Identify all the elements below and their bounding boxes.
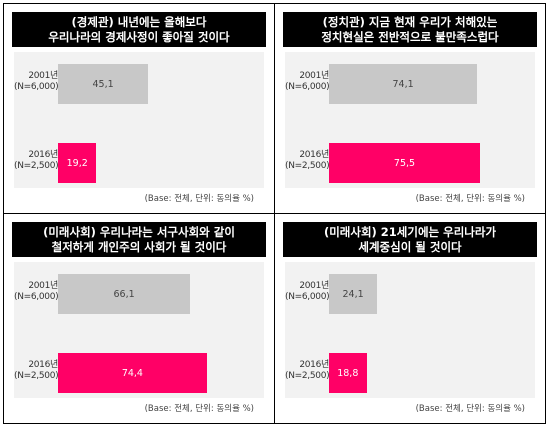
- category-sample: (N=2,500): [14, 161, 59, 171]
- chart-title-line-2: 철저하게 개인주의 사회가 될 것이다: [51, 239, 227, 254]
- category-label-2001: 2001년 (N=6,000): [14, 281, 59, 303]
- category-year: 2016년: [28, 150, 58, 160]
- plot-area: 2001년 (N=6,000) 24,1 2016년 (N=2,500) 18,…: [285, 262, 535, 398]
- base-note: (Base: 전체, 단위: 동의율 %): [144, 194, 254, 204]
- category-sample: (N=6,000): [285, 292, 330, 302]
- bar-2001: 45,1: [58, 64, 149, 104]
- bar-2016: 74,4: [58, 353, 207, 393]
- bar-2001: 66,1: [58, 274, 191, 314]
- chart-title-line-2: 정치현실은 전반적으로 불만족스럽다: [321, 29, 499, 44]
- category-sample: (N=2,500): [285, 371, 330, 381]
- category-label-2001: 2001년 (N=6,000): [285, 281, 330, 303]
- chart-panel-individualism: (미래사회) 우리나라는 서구사회와 같이 철저하게 개인주의 사회가 될 것이…: [4, 214, 274, 423]
- category-year: 2001년: [28, 281, 58, 291]
- chart-panel-world-center: (미래사회) 21세기에는 우리나라가 세계중심이 될 것이다 2001년 (N…: [275, 214, 545, 423]
- bar-2001: 24,1: [329, 274, 378, 314]
- category-sample: (N=2,500): [14, 371, 59, 381]
- bar-value-label: 18,8: [337, 367, 359, 379]
- chart-title-line-1: (정치관) 지금 현재 우리가 처해있는: [322, 14, 498, 29]
- category-sample: (N=6,000): [14, 82, 59, 92]
- plot-area: 2001년 (N=6,000) 45,1 2016년 (N=2,500) 19,…: [14, 52, 264, 188]
- bar-2016: 75,5: [329, 143, 480, 183]
- chart-title-line-1: (미래사회) 21세기에는 우리나라가: [323, 224, 497, 239]
- category-year: 2016년: [299, 360, 329, 370]
- chart-title: (정치관) 지금 현재 우리가 처해있는 정치현실은 전반적으로 불만족스럽다: [283, 12, 537, 47]
- category-label-2001: 2001년 (N=6,000): [285, 71, 330, 93]
- chart-title: (미래사회) 우리나라는 서구사회와 같이 철저하게 개인주의 사회가 될 것이…: [12, 222, 266, 257]
- category-label-2016: 2016년 (N=2,500): [285, 150, 330, 172]
- category-year: 2001년: [299, 281, 329, 291]
- bar-value-label: 19,2: [66, 157, 88, 169]
- base-note: (Base: 전체, 단위: 동의율 %): [144, 404, 254, 414]
- bar-2016: 18,8: [329, 353, 367, 393]
- bar-2016: 19,2: [58, 143, 97, 183]
- category-label-2001: 2001년 (N=6,000): [14, 71, 59, 93]
- chart-panel-economy: (경제관) 내년에는 올해보다 우리나라의 경제사정이 좋아질 것이다 2001…: [4, 4, 274, 213]
- category-year: 2016년: [28, 360, 58, 370]
- category-year: 2016년: [299, 150, 329, 160]
- plot-area: 2001년 (N=6,000) 74,1 2016년 (N=2,500) 75,…: [285, 52, 535, 188]
- base-note: (Base: 전체, 단위: 동의율 %): [415, 404, 525, 414]
- chart-panel-politics: (정치관) 지금 현재 우리가 처해있는 정치현실은 전반적으로 불만족스럽다 …: [275, 4, 545, 213]
- bar-value-label: 45,1: [92, 78, 114, 90]
- chart-title: (경제관) 내년에는 올해보다 우리나라의 경제사정이 좋아질 것이다: [12, 12, 266, 47]
- category-year: 2001년: [299, 71, 329, 81]
- chart-title-line-1: (미래사회) 우리나라는 서구사회와 같이: [43, 224, 235, 239]
- bar-2001: 74,1: [329, 64, 478, 104]
- category-label-2016: 2016년 (N=2,500): [14, 360, 59, 382]
- bar-value-label: 74,4: [121, 367, 143, 379]
- chart-title: (미래사회) 21세기에는 우리나라가 세계중심이 될 것이다: [283, 222, 537, 257]
- category-sample: (N=2,500): [285, 161, 330, 171]
- category-label-2016: 2016년 (N=2,500): [285, 360, 330, 382]
- base-note: (Base: 전체, 단위: 동의율 %): [415, 194, 525, 204]
- category-label-2016: 2016년 (N=2,500): [14, 150, 59, 172]
- bar-value-label: 24,1: [342, 288, 364, 300]
- bar-value-label: 75,5: [393, 157, 416, 169]
- plot-area: 2001년 (N=6,000) 66,1 2016년 (N=2,500) 74,…: [14, 262, 264, 398]
- chart-title-line-2: 우리나라의 경제사정이 좋아질 것이다: [48, 29, 230, 44]
- chart-title-line-2: 세계중심이 될 것이다: [358, 239, 462, 254]
- chart-grid-frame: (경제관) 내년에는 올해보다 우리나라의 경제사정이 좋아질 것이다 2001…: [3, 3, 546, 424]
- bar-value-label: 66,1: [113, 288, 135, 300]
- chart-title-line-1: (경제관) 내년에는 올해보다: [71, 14, 207, 29]
- category-year: 2001년: [28, 71, 58, 81]
- bar-value-label: 74,1: [392, 78, 414, 90]
- category-sample: (N=6,000): [285, 82, 330, 92]
- category-sample: (N=6,000): [14, 292, 59, 302]
